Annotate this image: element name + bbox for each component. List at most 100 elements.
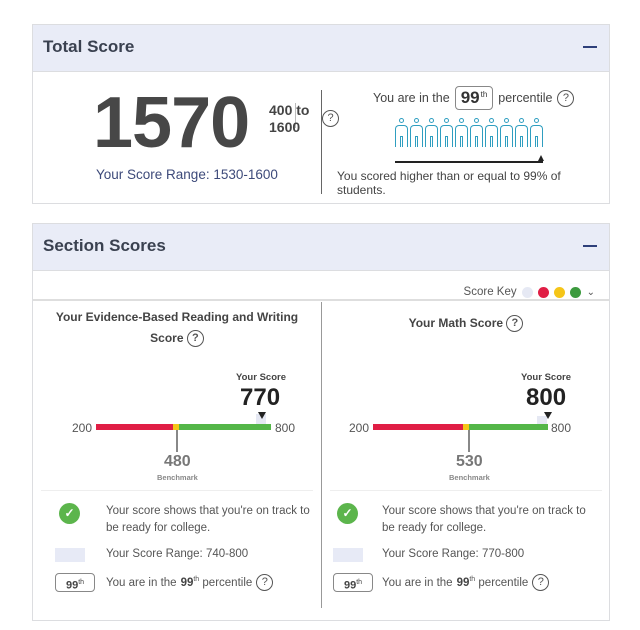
percentile-value: 99	[180, 576, 194, 589]
divider	[41, 490, 313, 491]
ebrw-title-score: Score	[150, 331, 184, 345]
check-icon: ✓	[59, 503, 80, 524]
math-percentile-text: You are in the 99th percentile ?	[382, 574, 550, 591]
your-score-label: Your Score	[521, 372, 571, 383]
score-key-toggle[interactable]: Score Key ⌄	[464, 286, 595, 298]
percentile-ordinal: th	[78, 579, 85, 586]
score-range-indicator	[256, 414, 266, 424]
total-score-value: 1570	[93, 83, 250, 163]
person-icon	[455, 118, 468, 148]
bar-yellow-segment	[173, 424, 179, 430]
people-graphic	[395, 118, 543, 148]
divider	[33, 299, 609, 301]
ebrw-score-value: 770	[240, 384, 281, 411]
ebrw-title-line1: Your Evidence-Based Reading and Writing	[55, 310, 299, 324]
percentile-inline: 99th percentile	[457, 576, 529, 589]
ebrw-percentile-text: You are in the 99th percentile ?	[106, 574, 274, 591]
help-icon[interactable]: ?	[322, 110, 339, 127]
help-icon[interactable]: ?	[186, 330, 204, 348]
scale-max: 800	[275, 421, 296, 435]
ebrw-title-line2: Score ?	[33, 328, 321, 349]
bar-yellow-segment	[463, 424, 469, 430]
percentile-marker-icon	[538, 155, 544, 161]
math-title-text: Your Math Score	[408, 316, 504, 330]
benchmark-value: 480	[164, 453, 191, 470]
percentile-ordinal: th	[193, 576, 200, 584]
key-dot-yellow	[553, 286, 565, 298]
math-score-range: Your Score Range: 770-800	[382, 548, 525, 560]
math-title: Your Math Score ?	[322, 313, 610, 334]
math-score-value: 800	[526, 384, 567, 411]
percentile-value: 99	[65, 579, 79, 592]
score-scale-label: 400 to 1600	[269, 102, 324, 136]
help-icon[interactable]: ?	[557, 89, 575, 107]
ebrw-score-bar	[96, 424, 271, 430]
column-divider	[321, 302, 322, 608]
percentile-badge: 99th	[55, 573, 95, 592]
percentile-suffix: percentile	[498, 91, 553, 105]
percentile-value: 99	[456, 576, 470, 589]
collapse-section-scores-button[interactable]	[581, 237, 599, 255]
total-score-body: 1570 400 to 1600 ? Your Score Range: 153…	[33, 72, 609, 204]
total-score-range: Your Score Range: 1530-1600	[96, 167, 278, 182]
section-scores-title: Section Scores	[43, 236, 166, 255]
chevron-down-icon: ⌄	[586, 286, 595, 298]
total-score-title: Total Score	[43, 37, 135, 56]
help-icon[interactable]: ?	[532, 574, 550, 591]
help-icon[interactable]: ?	[256, 574, 274, 591]
total-score-header: Total Score	[33, 25, 609, 72]
benchmark-value: 530	[456, 453, 483, 470]
percentile-suffix: percentile	[202, 576, 253, 589]
divider	[330, 490, 602, 491]
bar-green-segment	[179, 424, 271, 430]
score-range-swatch	[333, 548, 363, 562]
percentile-baseline	[395, 161, 543, 163]
collapse-total-score-button[interactable]	[581, 38, 599, 56]
score-range-indicator	[537, 416, 547, 426]
key-dot-range	[521, 286, 533, 298]
scale-min: 200	[349, 421, 370, 435]
person-icon	[470, 118, 483, 148]
percentile-prefix: You are in the	[373, 91, 450, 105]
percentile-prefix: You are in the	[382, 576, 453, 589]
benchmark-label: Benchmark	[157, 473, 198, 482]
help-icon[interactable]: ?	[506, 315, 524, 333]
percentile-inline: 99th percentile	[181, 576, 253, 589]
percentile-ordinal: th	[469, 576, 476, 584]
person-icon	[515, 118, 528, 148]
minus-icon	[583, 245, 597, 247]
scale-min: 200	[72, 421, 93, 435]
person-icon	[500, 118, 513, 148]
person-icon	[485, 118, 498, 148]
math-score-bar	[373, 424, 548, 430]
score-range-swatch	[55, 548, 85, 562]
ebrw-score-range: Your Score Range: 740-800	[106, 548, 249, 560]
percentile-sentence: You scored higher than or equal to 99% o…	[337, 169, 561, 197]
percentile-value: 99	[343, 579, 357, 592]
benchmark-line	[176, 430, 178, 452]
key-dot-green	[569, 286, 581, 298]
person-icon	[410, 118, 423, 148]
math-section: Your Math Score ? Your Score 800 200 800…	[322, 302, 610, 612]
percentile-prefix: You are in the	[106, 576, 177, 589]
total-score-card: Total Score 1570 400 to 1600 ? Your Scor…	[32, 24, 610, 204]
person-icon	[395, 118, 408, 148]
section-scores-card: Section Scores Score Key ⌄ Your Evidence…	[32, 223, 610, 621]
section-scores-header: Section Scores	[33, 224, 609, 271]
range-separator	[295, 103, 296, 128]
percentile-badge: 99th	[333, 573, 373, 592]
ebrw-section: Your Evidence-Based Reading and Writing …	[33, 302, 321, 612]
person-icon	[440, 118, 453, 148]
score-marker-icon	[258, 412, 266, 419]
percentile-value: 99	[460, 88, 480, 107]
ebrw-title: Your Evidence-Based Reading and Writing …	[33, 307, 321, 349]
ebrw-status-text: Your score shows that you're on track to…	[106, 505, 310, 534]
person-icon	[425, 118, 438, 148]
vertical-divider	[321, 90, 322, 194]
person-icon	[530, 118, 543, 148]
bar-red-segment	[373, 424, 463, 430]
scale-line-1: 400 to	[269, 102, 310, 118]
key-dot-red	[537, 286, 549, 298]
